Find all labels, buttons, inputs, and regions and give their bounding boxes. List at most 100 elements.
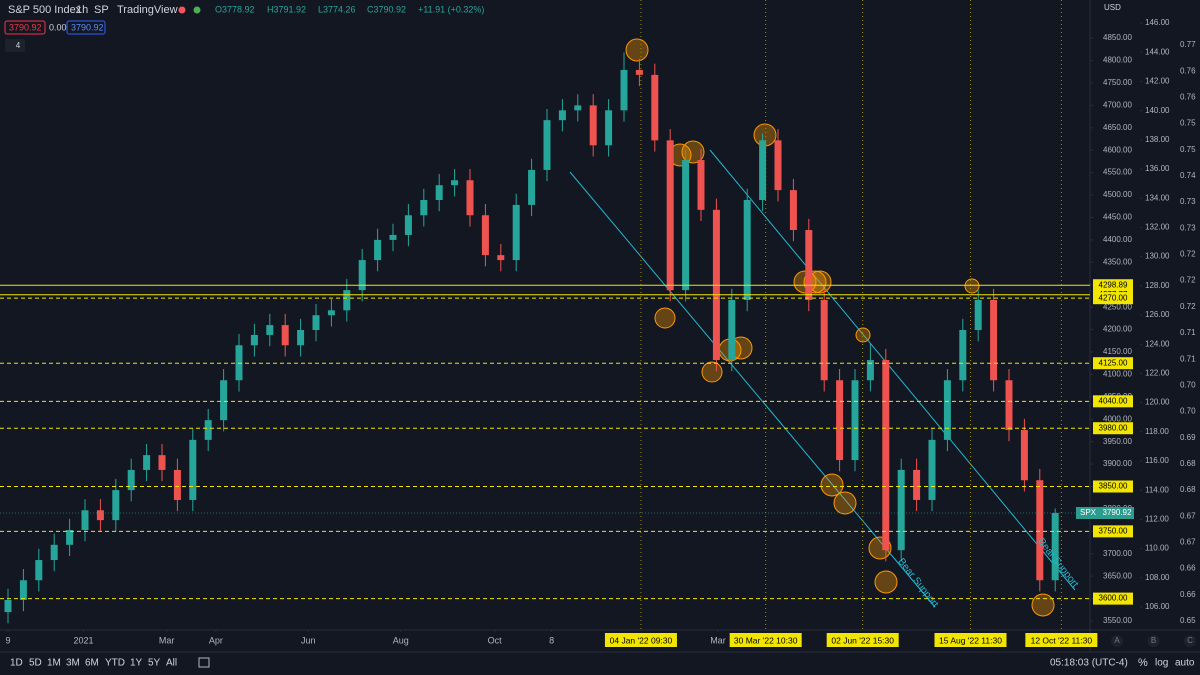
candle-body [682,160,690,291]
candle-body [789,190,797,231]
badge [66,20,106,35]
candles [4,52,1059,624]
range-button[interactable]: 1D [10,658,23,669]
y-tick-label: 4250.00 [1103,302,1132,311]
range-button[interactable]: 3M [66,658,80,669]
range-button[interactable]: 1M [47,658,61,669]
auto-toggle[interactable]: auto [1175,658,1195,669]
log-toggle[interactable]: log [1155,658,1168,669]
candle-body [620,69,628,111]
level-label-bg [1093,357,1133,370]
symbol: S&P 500 Index [8,4,82,16]
level-label: 3600.00 [1099,594,1128,603]
status-dot [193,6,201,14]
highlight-circle [833,491,857,515]
highlight-circle [654,307,676,329]
scale-button[interactable] [1147,635,1160,647]
level-label: 4298.89 [1099,280,1128,289]
y-tick-label: 4200.00 [1103,325,1132,334]
scale-letter[interactable]: C [1187,636,1193,645]
candle-body [404,215,412,235]
candle-body [851,380,859,461]
last-price-name: SPX [1080,508,1097,517]
y2-tick-label: 126.00 [1145,310,1170,319]
range-button[interactable]: 6M [85,658,99,669]
y-tick-label: 3900.00 [1103,459,1132,468]
x-tick-label: 15 Aug '22 11:30 [939,635,1002,645]
level-label: 4125.00 [1099,358,1128,367]
x-tick-label: Mar [159,635,175,645]
x-tick-label: 04 Jan '22 09:30 [610,635,673,645]
candle-body [112,490,120,521]
y2-tick-label: 110.00 [1145,544,1169,553]
clock: 05:18:03 (UTC-4) [1050,658,1128,669]
y-tick-label: 4600.00 [1103,145,1132,154]
ratio-label: 0.70 [1180,380,1196,389]
ratio-label: 0.73 [1180,197,1196,206]
percent-toggle[interactable]: % [1138,657,1148,669]
candle-body [327,310,335,316]
compare-icon[interactable] [198,657,210,668]
highlight-circle [1031,593,1055,617]
candle-body [374,239,382,261]
candle-body [50,544,58,561]
candle-body [466,180,474,216]
ratio-label: 0.72 [1180,302,1196,311]
scale-button[interactable] [1184,635,1196,647]
range-button[interactable]: 5D [29,658,42,669]
scale-letter[interactable]: A [1114,636,1120,645]
ohlc: H3791.92 [267,4,306,14]
x-tick-label: Apr [209,635,223,645]
level-label: 3850.00 [1099,482,1128,491]
y-tick-label: 4150.00 [1103,347,1132,356]
range-button[interactable]: 1Y [130,658,143,669]
y-tick-label: 4000.00 [1103,414,1132,423]
ohlc: C3790.92 [367,4,406,14]
badge-text: 0.00 [49,22,67,32]
candle-body [959,330,967,381]
candle-body [127,469,135,491]
event-label-bg [1025,633,1098,647]
indicator-count[interactable]: 4 [16,41,21,50]
candle-body [96,510,104,521]
y2-tick-label: 116.00 [1145,456,1169,465]
candle-body [481,215,489,256]
last-price-bg [1100,507,1134,520]
candle-body [528,169,536,205]
y-tick-label: 4700.00 [1103,100,1132,109]
candle-body [297,330,305,346]
currency[interactable]: USD [1104,3,1121,12]
y2-tick-label: 108.00 [1145,573,1170,582]
x-tick-label: 02 Jun '22 15:30 [831,635,894,645]
candle-body [897,469,905,551]
candle-body [543,120,551,170]
x-tick-label: 12 Oct '22 11:30 [1031,635,1093,645]
ratio-label: 0.75 [1180,119,1196,128]
ratio-label: 0.71 [1180,354,1196,363]
candle-body [882,360,890,551]
y2-tick-label: 146.00 [1145,18,1170,27]
scale-button[interactable] [1111,635,1123,647]
range-button[interactable]: YTD [105,658,125,669]
candle-body [512,204,520,261]
y-tick-label: 4100.00 [1103,370,1132,379]
candle-body [1051,512,1059,581]
range-button[interactable]: All [166,658,177,669]
exchange: SP [94,4,109,16]
ratio-label: 0.76 [1180,92,1196,101]
ratio-label: 0.67 [1180,511,1196,520]
highlight-circle [874,570,898,594]
trend-line [709,149,1076,591]
candle-body [774,140,782,191]
y2-tick-label: 130.00 [1145,252,1170,261]
x-tick-label: Mar [710,635,726,645]
range-button[interactable]: 5Y [148,658,161,669]
trend-line [569,171,936,608]
candle-body [497,255,505,261]
candle-body [81,510,89,531]
scale-letter[interactable]: B [1151,636,1156,645]
ratio-label: 0.77 [1180,40,1196,49]
candle-body [343,290,351,311]
ratio-label: 0.73 [1180,223,1196,232]
highlight-circle [964,278,980,294]
